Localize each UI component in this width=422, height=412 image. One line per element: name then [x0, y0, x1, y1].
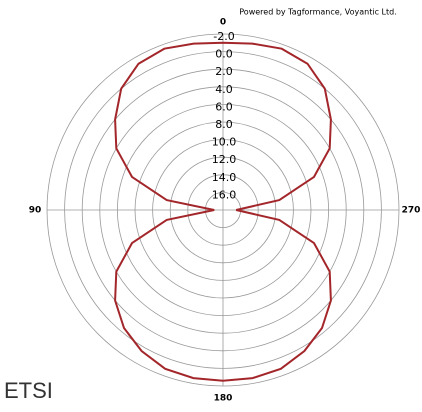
r-tick-label: 10.0 [212, 136, 237, 149]
r-tick-label: 16.0 [212, 188, 237, 201]
r-tick-label: 0.0 [215, 48, 233, 61]
r-tick-label: 2.0 [215, 65, 233, 78]
angle-label: 0 [220, 18, 226, 28]
angle-label: 90 [29, 206, 42, 216]
annotation: ETSI [4, 378, 53, 403]
r-tick-label: 12.0 [212, 153, 237, 166]
r-tick-label: 4.0 [215, 83, 233, 96]
angle-label: 180 [214, 394, 233, 404]
angle-label: 270 [402, 206, 421, 216]
series-line [114, 41, 332, 382]
r-tick-label: 6.0 [215, 100, 233, 113]
credit: Powered by Tagformance, Voyantic Ltd. [239, 8, 396, 17]
r-tick-label: 14.0 [212, 171, 237, 184]
r-tick-label: 8.0 [215, 118, 233, 131]
r-tick-label: -2.0 [213, 30, 234, 43]
